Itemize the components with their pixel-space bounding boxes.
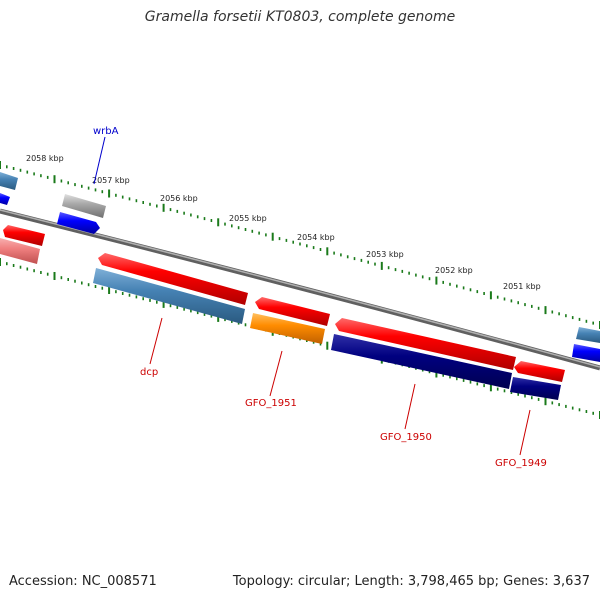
topology-text: Topology: circular; Length: 3,798,465 bp… [232, 574, 590, 589]
scale-label: 2054 kbp [297, 233, 335, 242]
gene-arrow[interactable] [255, 297, 330, 326]
accession-text: Accession: NC_008571 [9, 574, 157, 589]
leader-line [519, 409, 531, 456]
gene-arrow[interactable] [335, 318, 516, 370]
gene-arrow[interactable] [576, 327, 600, 343]
gene-arrow[interactable] [57, 212, 100, 234]
gene-arrow[interactable] [514, 361, 565, 382]
gene-arrow[interactable] [572, 344, 600, 362]
gene-arrow-wrba[interactable] [62, 194, 106, 218]
gene-label-gfo1950[interactable]: GFO_1950 [380, 432, 432, 443]
leader-lines [93, 136, 531, 456]
gene-label-wrba[interactable]: wrbA [93, 126, 119, 137]
gene-arrow[interactable] [0, 238, 40, 264]
gene-label-gfo1949[interactable]: GFO_1949 [495, 458, 547, 469]
scale-label: 2053 kbp [366, 250, 404, 259]
scale-label: 2056 kbp [160, 194, 198, 203]
gene-arrow-dcp[interactable] [93, 268, 245, 324]
genome-backbone [0, 208, 600, 371]
gene-label-dcp[interactable]: dcp [140, 367, 158, 378]
scale-label: 2057 kbp [92, 176, 130, 185]
leader-line [404, 383, 416, 430]
scale-label: 2058 kbp [26, 154, 64, 163]
scale-label: 2051 kbp [503, 282, 541, 291]
gene-arrow-gfo1951[interactable] [250, 313, 325, 344]
gene-arrow-gfo1950[interactable] [331, 334, 512, 389]
scale-label: 2055 kbp [229, 214, 267, 223]
leader-line [93, 136, 106, 185]
gene-label-gfo1951[interactable]: GFO_1951 [245, 398, 297, 409]
map-title: Gramella forsetii KT0803, complete genom… [144, 9, 456, 25]
gene-arrow[interactable] [98, 253, 248, 305]
gene-arrow[interactable] [0, 193, 10, 205]
gene-arrow[interactable] [0, 172, 18, 190]
gene-arrow-gfo1949[interactable] [510, 377, 561, 400]
leader-line [149, 317, 163, 365]
leader-line [269, 350, 283, 397]
scale-label: 2052 kbp [435, 266, 473, 275]
gene-arrow[interactable] [3, 225, 45, 246]
scale-ticks [0, 161, 600, 329]
scale-labels: 2058 kbp 2057 kbp 2056 kbp 2055 kbp 2054… [26, 154, 541, 291]
